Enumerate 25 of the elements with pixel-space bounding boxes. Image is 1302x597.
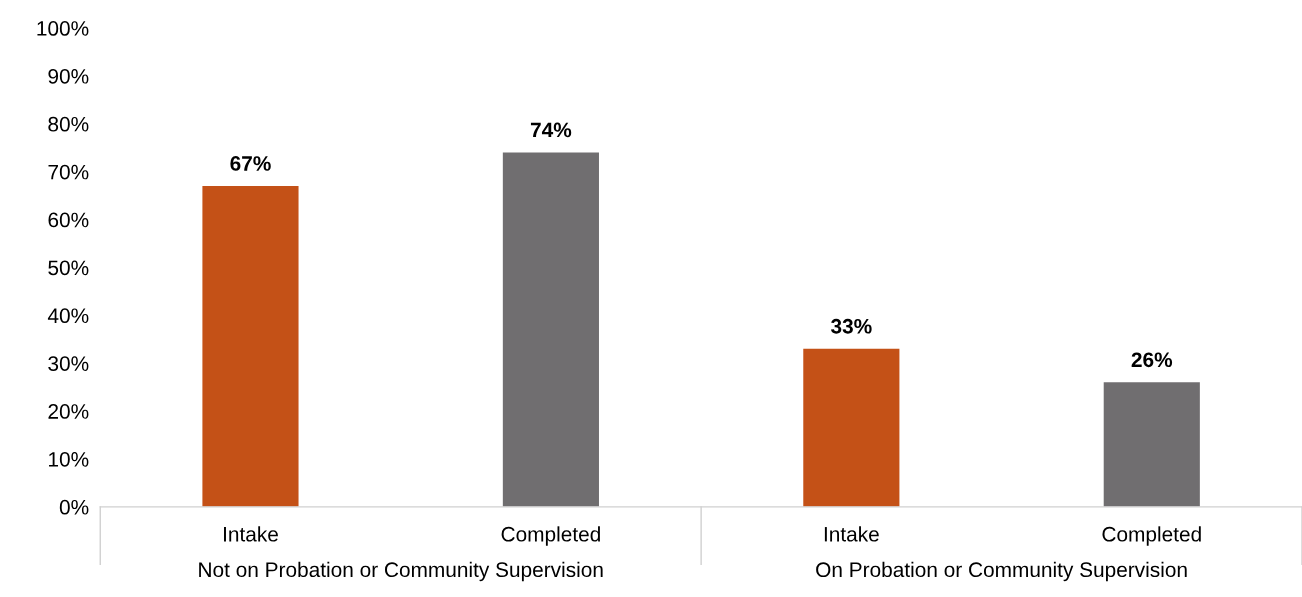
bar — [502, 152, 599, 507]
x-tick-label: Intake — [824, 526, 879, 542]
bar — [803, 348, 900, 507]
text: On Probation or Community Supervision — [816, 561, 1187, 582]
y-tick-label: 90% — [48, 68, 89, 84]
data-label: 74% — [530, 122, 572, 138]
bar — [202, 186, 299, 507]
x-tick-label: Intake — [224, 526, 278, 542]
y-tick-label: 40% — [47, 308, 89, 324]
text: Not on Probation or Community Supervision — [199, 561, 603, 582]
bar — [1103, 382, 1200, 507]
y-tick-label: 50% — [48, 260, 89, 276]
x-tick-label: Completed — [1102, 526, 1201, 546]
y-tick-label: 80% — [48, 116, 89, 132]
data-label: 33% — [830, 318, 872, 334]
y-tick-label: 10% — [49, 451, 89, 467]
y-tick-label: 60% — [48, 212, 89, 228]
y-tick-label: 70% — [48, 164, 89, 180]
y-tick-label: 0% — [59, 499, 89, 515]
data-label: 67% — [230, 156, 271, 171]
x-tick-label: Completed — [501, 526, 600, 546]
y-tick-label: 30% — [48, 356, 89, 371]
y-tick-label: 100% — [37, 21, 89, 36]
y-tick-label: 20% — [48, 404, 89, 419]
data-label: 26% — [1131, 352, 1173, 368]
